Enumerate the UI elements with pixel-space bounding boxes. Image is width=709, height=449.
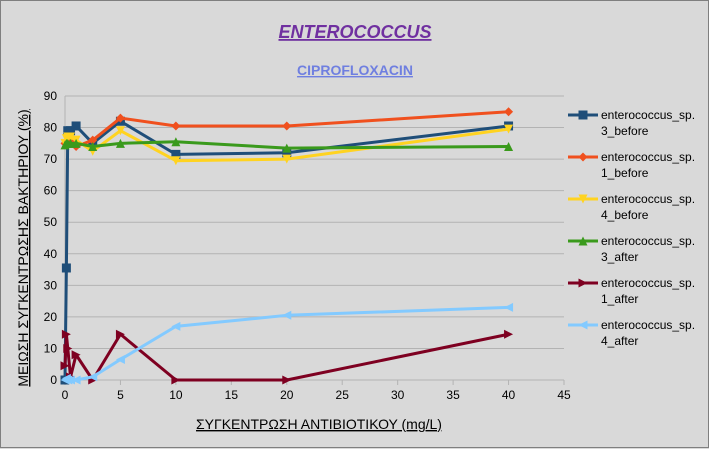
data-point [171, 121, 181, 131]
legend-entry: enterococcus_sp. 4_after [568, 318, 695, 348]
data-point [88, 135, 98, 145]
data-point [504, 107, 514, 117]
x-tick-label: 15 [225, 388, 239, 402]
x-tick-label: 25 [336, 388, 350, 402]
legend-label: enterococcus_sp. [601, 318, 695, 332]
x-tick-label: 20 [280, 388, 294, 402]
data-point [66, 375, 76, 385]
y-tick-label: 90 [44, 89, 58, 103]
y-tick-label: 10 [44, 341, 58, 355]
legend: enterococcus_sp.3_beforeenterococcus_sp.… [568, 108, 695, 348]
data-point [504, 302, 514, 312]
series-line [63, 119, 509, 381]
data-point [115, 113, 125, 123]
x-tick-label: 5 [117, 388, 124, 402]
x-tick-label: 40 [502, 388, 516, 402]
data-point [63, 343, 73, 353]
data-point [115, 138, 125, 148]
legend-label: 3_before [601, 124, 649, 138]
x-tick-label: 0 [62, 388, 69, 402]
data-point [578, 194, 588, 204]
legend-label: 1_after [601, 292, 638, 306]
data-point [578, 110, 588, 120]
y-tick-label: 50 [44, 215, 58, 229]
chart-title: ENTEROCOCCUS [278, 22, 431, 42]
data-point [578, 278, 588, 288]
data-point [71, 138, 81, 148]
x-tick-label: 30 [391, 388, 405, 402]
data-point [171, 321, 181, 331]
data-point [71, 375, 81, 385]
legend-label: 3_after [601, 250, 638, 264]
x-tick-label: 10 [169, 388, 183, 402]
data-point [282, 121, 292, 131]
data-point [504, 141, 514, 151]
data-point [71, 121, 81, 131]
data-point [88, 141, 98, 151]
data-point [578, 320, 588, 330]
data-point [88, 372, 98, 382]
data-point [115, 329, 125, 339]
y-tick-label: 80 [44, 121, 58, 135]
series-4 [60, 137, 514, 153]
data-point [71, 350, 81, 360]
y-tick-label: 30 [44, 278, 58, 292]
data-point [578, 236, 588, 246]
series-5 [60, 329, 514, 385]
legend-entry: enterococcus_sp. 4_before [568, 192, 695, 222]
legend-entry: enterococcus_sp. 1_before [568, 150, 695, 180]
data-point [171, 149, 181, 159]
x-axis-label: ΣΥΓΚΕΝΤΡΩΣΗ ΑΝΤΙΒΙΟΤΙΚΟΥ (mg/L) [196, 416, 442, 432]
legend-entry: enterococcus_sp. 3_before [568, 108, 695, 138]
legend-entry: enterococcus_sp. 3_after [568, 234, 695, 264]
x-tick-label: 35 [446, 388, 460, 402]
data-point [115, 354, 125, 364]
data-point [60, 361, 70, 371]
y-tick-label: 40 [44, 247, 58, 261]
series-6 [60, 302, 514, 385]
data-point [115, 126, 125, 136]
data-point [504, 329, 514, 339]
legend-label: enterococcus_sp. [601, 108, 695, 122]
data-point [171, 375, 181, 385]
series-line [63, 332, 509, 382]
data-point [282, 143, 292, 153]
data-point [282, 154, 292, 164]
y-tick-label: 70 [44, 152, 58, 166]
chart-subtitle: CIPROFLOXACIN [297, 62, 413, 78]
data-point [171, 156, 181, 166]
legend-label: enterococcus_sp. [601, 234, 695, 248]
data-point [282, 310, 292, 320]
legend-label: enterococcus_sp. [601, 150, 695, 164]
y-tick-label: 0 [50, 373, 57, 387]
legend-label: 4_before [601, 208, 649, 222]
y-axis-label: ΜΕΙΩΣΗ ΣΥΓΚΕΝΤΡΩΣΗΣ ΒΑΚΤΗΡΙΟΥ (%) [15, 109, 31, 386]
data-point [61, 329, 71, 339]
data-point [66, 132, 76, 142]
legend-label: 1_before [601, 166, 649, 180]
y-tick-label: 60 [44, 184, 58, 198]
data-point [578, 152, 588, 162]
data-point [61, 263, 71, 273]
plot-area: 0 10 20 30 40 50 60 70 80 90 0 5 10 15 20 25 30 35 40 45 [44, 89, 571, 402]
y-tick-label: 20 [44, 310, 58, 324]
legend-entry: enterococcus_sp. 1_after [568, 276, 695, 306]
legend-label: enterococcus_sp. [601, 276, 695, 290]
data-point [282, 375, 292, 385]
data-point [504, 124, 514, 134]
data-point [66, 126, 76, 136]
legend-label: enterococcus_sp. [601, 192, 695, 206]
data-point [282, 148, 292, 158]
legend-label: 4_after [601, 334, 638, 348]
data-point [171, 137, 181, 147]
x-tick-label: 45 [557, 388, 571, 402]
